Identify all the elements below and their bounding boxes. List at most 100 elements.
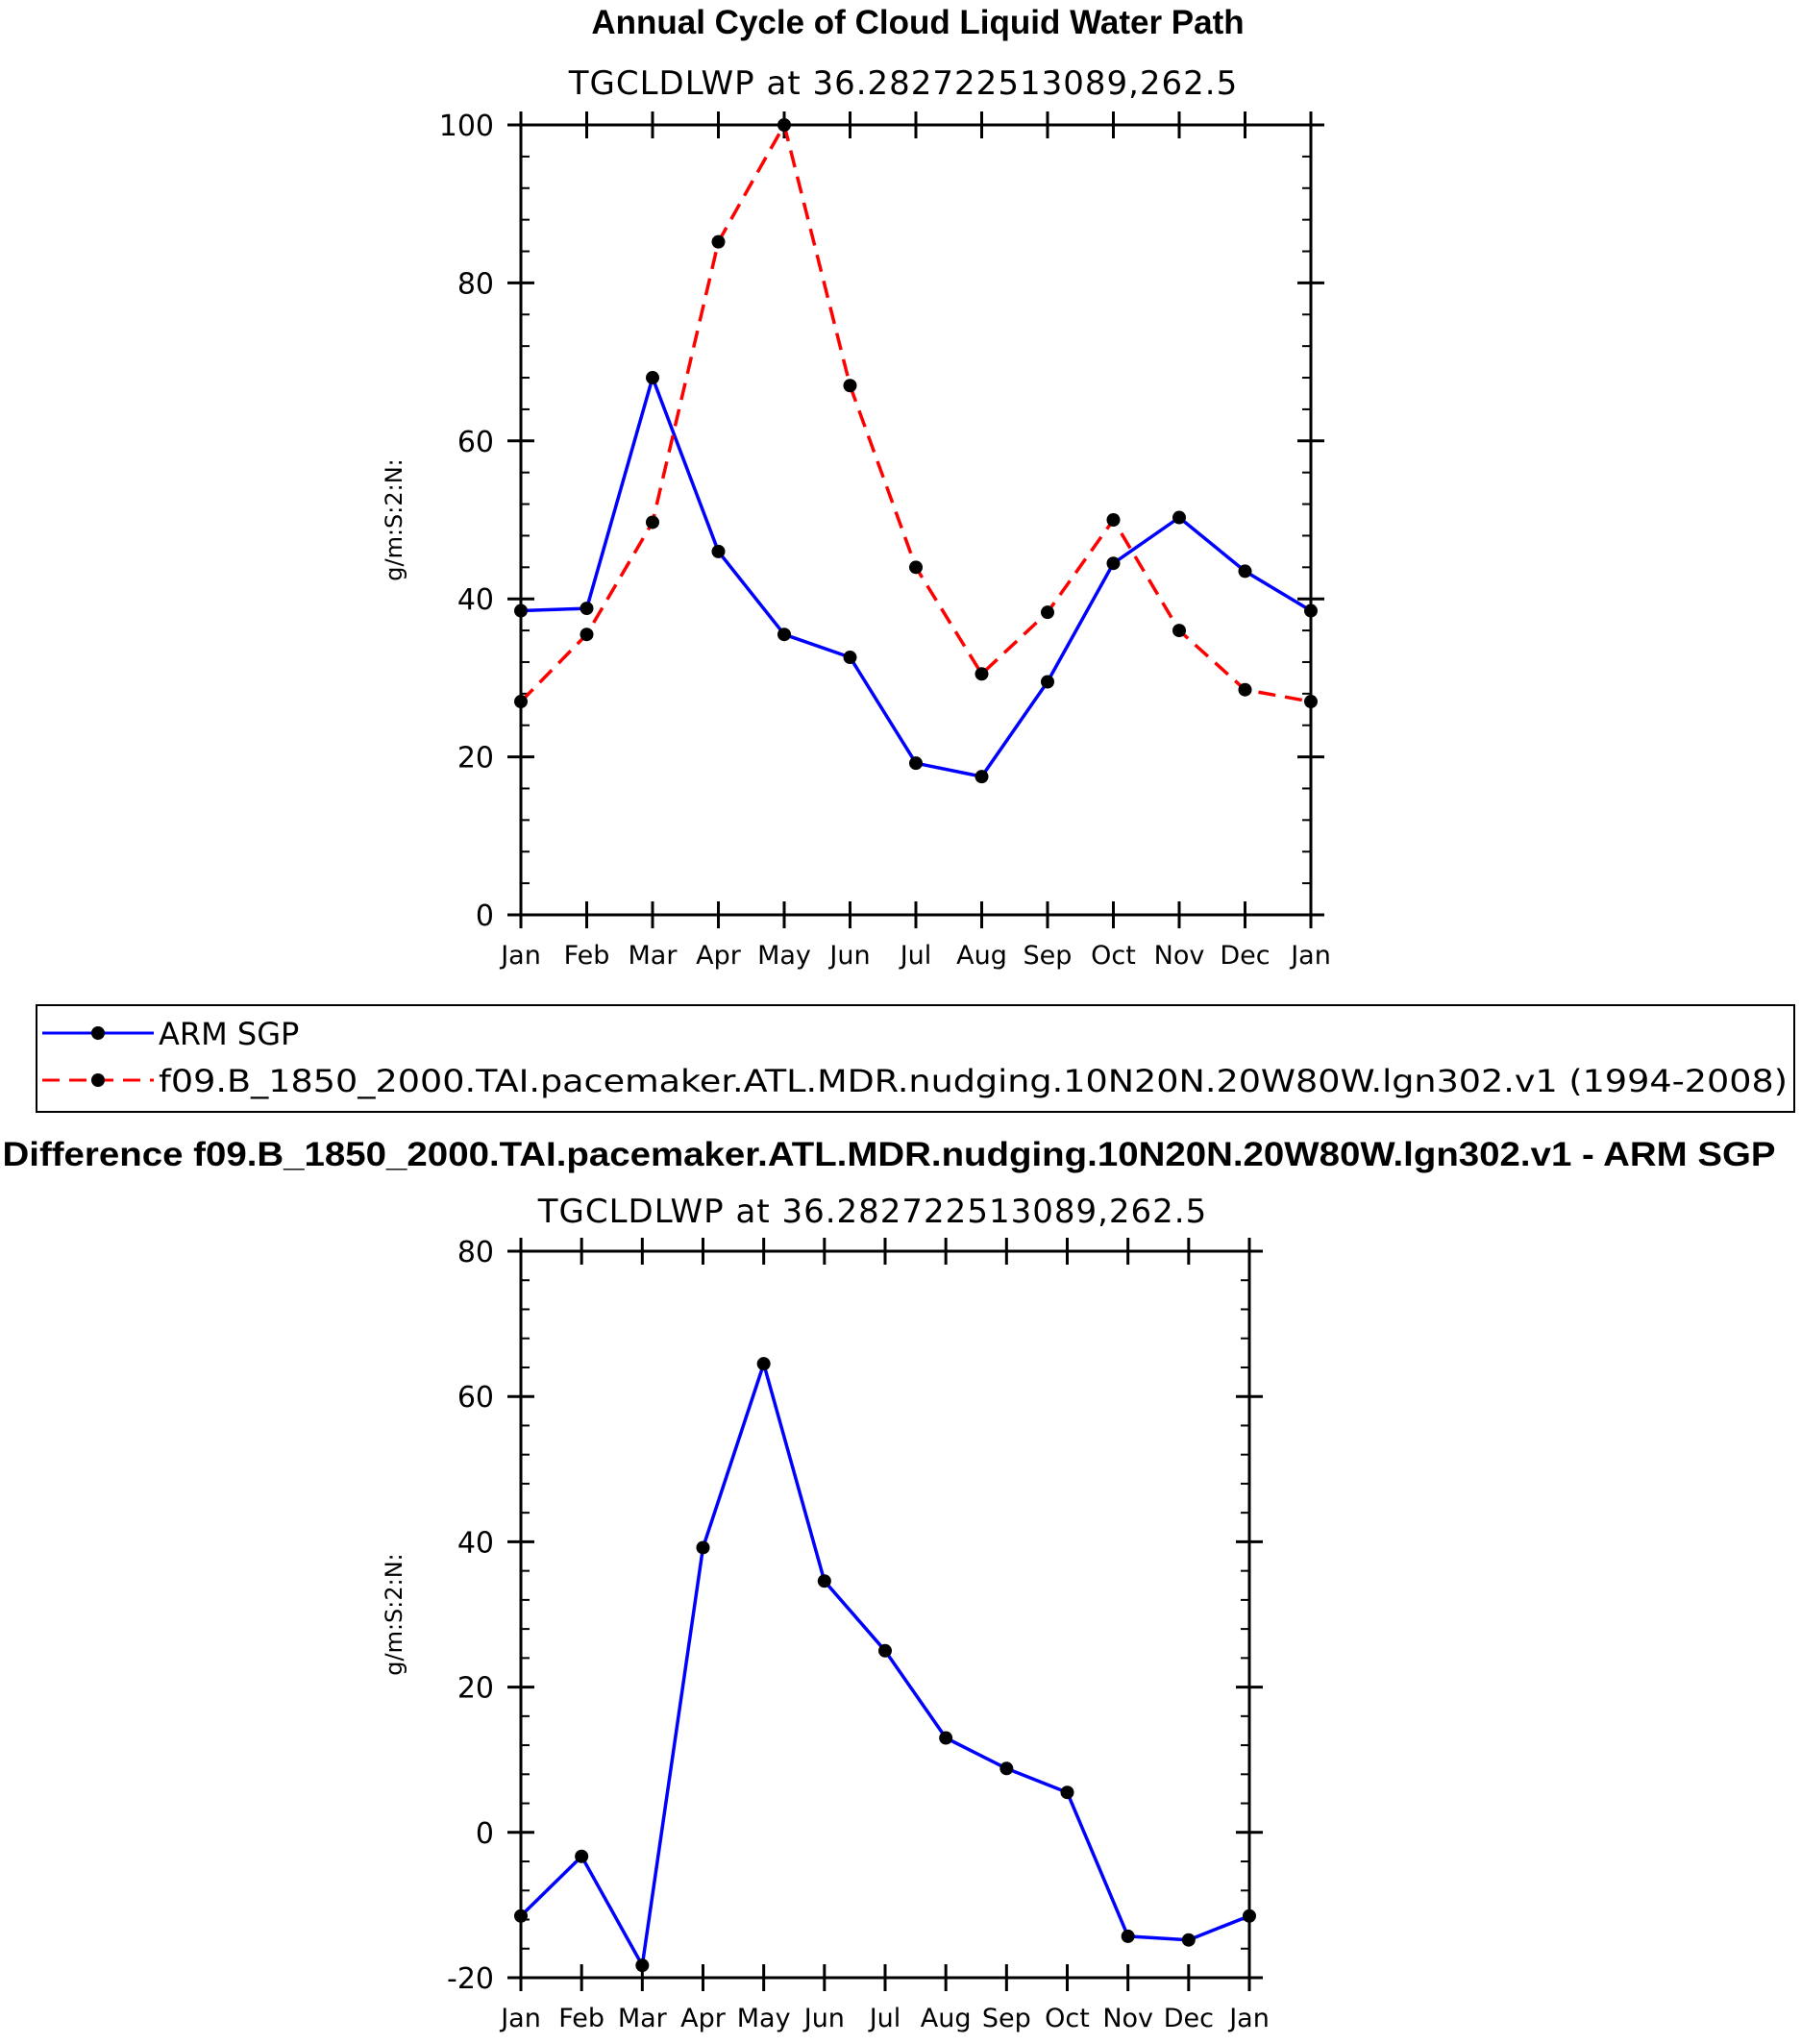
x-tick-label: Jun [827, 941, 870, 971]
y-tick-label: 100 [439, 110, 494, 143]
x-tick-label: Apr [696, 941, 742, 971]
legend-entry-model: f09.B_1850_2000.TAI.pacemaker.ATL.MDR.nu… [42, 1063, 1788, 1099]
y-tick-label: 0 [476, 1817, 494, 1851]
data-point [1238, 564, 1252, 579]
annual-cycle-chart: Annual Cycle of Cloud Liquid Water Path … [381, 4, 1331, 971]
data-point [1041, 605, 1054, 620]
x-tick-label: Jan [499, 941, 541, 971]
x-tick-label: Jan [499, 2004, 541, 2033]
x-tick-label: May [757, 941, 811, 971]
data-point [580, 628, 594, 642]
data-point [711, 544, 726, 558]
legend-label-model: f09.B_1850_2000.TAI.pacemaker.ATL.MDR.nu… [159, 1063, 1788, 1099]
data-point [777, 628, 791, 642]
chart-title: Difference f09.B_1850_2000.TAI.pacemaker… [3, 1136, 1776, 1173]
x-tick-label: Feb [558, 2004, 604, 2033]
series-group [514, 1357, 1256, 1973]
data-point [514, 603, 528, 618]
y-tick-labels: -20 0 20 40 60 80 [447, 1236, 494, 1996]
data-point [1106, 513, 1121, 527]
data-point [817, 1574, 831, 1588]
x-tick-label: Aug [921, 2004, 972, 2033]
y-tick-label: 20 [457, 1672, 494, 1706]
x-tick-label: Apr [680, 2004, 727, 2033]
x-tick-label: Mar [629, 941, 678, 971]
data-point [635, 1958, 650, 1973]
data-point [1106, 556, 1121, 571]
x-tick-label: Oct [1045, 2004, 1090, 2033]
data-point [975, 667, 989, 681]
y-tick-label: 80 [457, 1236, 494, 1269]
x-tick-label: Oct [1091, 941, 1136, 971]
series-line-1 [519, 123, 1312, 703]
chart-subtitle: TGCLDLWP at 36.282722513089,262.5 [568, 64, 1239, 103]
x-tick-label: Jul [899, 941, 932, 971]
x-tick-label: Dec [1164, 2004, 1214, 2033]
x-tick-label: Sep [982, 2004, 1031, 2033]
data-point [843, 379, 857, 393]
x-tick-label: Sep [1024, 941, 1073, 971]
legend-marker-model [91, 1073, 105, 1087]
legend-box [36, 1004, 1795, 1113]
series-line-0 [519, 1362, 1250, 1967]
legend: ARM SGP f09.B_1850_2000.TAI.pacemaker.AT… [36, 1004, 1795, 1113]
difference-chart: Difference f09.B_1850_2000.TAI.pacemaker… [3, 1136, 1776, 2033]
plot-frame [519, 123, 1313, 917]
x-tick-label: Nov [1154, 941, 1205, 971]
data-point [909, 560, 923, 575]
data-point [1243, 1909, 1256, 1923]
data-point [696, 1540, 710, 1555]
series-group [514, 118, 1318, 784]
y-tick-label: 20 [457, 742, 494, 776]
x-tick-label: Feb [564, 941, 610, 971]
x-tick-labels: Jan Feb Mar Apr May Jun Jul Aug Sep Oct Nov Dec Jan [499, 941, 1331, 971]
axis-ticks [507, 111, 1324, 928]
y-tick-labels: 0 20 40 60 80 100 [439, 110, 494, 933]
chart-title: Annual Cycle of Cloud Liquid Water Path [591, 4, 1244, 41]
data-point [1060, 1785, 1074, 1800]
y-tick-label: 60 [457, 1381, 494, 1415]
data-point [1304, 603, 1318, 618]
x-tick-label: Aug [956, 941, 1007, 971]
legend-marker-arm [91, 1026, 105, 1040]
data-point [514, 695, 528, 709]
plot-frame [519, 1249, 1251, 1980]
x-tick-label: Jun [802, 2004, 845, 2033]
x-tick-label: Jul [868, 2004, 901, 2033]
chart-subtitle: TGCLDLWP at 36.282722513089,262.5 [537, 1193, 1208, 1231]
data-point [843, 651, 857, 665]
y-tick-label: 60 [457, 426, 494, 459]
data-point [1172, 624, 1186, 638]
data-point [1238, 682, 1252, 697]
axis-ticks [507, 1238, 1263, 1991]
y-axis-title: g/m:S:2:N: [381, 1553, 407, 1676]
data-point [975, 770, 989, 784]
x-tick-label: Nov [1102, 2004, 1153, 2033]
series-line-0 [520, 376, 1312, 778]
data-point [646, 515, 659, 529]
data-point [756, 1357, 771, 1371]
data-point [1121, 1929, 1135, 1943]
y-tick-label: 40 [457, 583, 494, 617]
x-tick-label: May [737, 2004, 791, 2033]
data-point [777, 118, 791, 132]
data-point [909, 756, 923, 771]
y-tick-label: 80 [457, 267, 494, 301]
x-tick-label: Mar [618, 2004, 668, 2033]
data-point [711, 234, 726, 249]
x-tick-labels: Jan Feb Mar Apr May Jun Jul Aug Sep Oct Nov Dec Jan [499, 2004, 1270, 2033]
data-point [580, 602, 594, 616]
data-point [878, 1643, 892, 1658]
x-tick-label: Dec [1220, 941, 1270, 971]
x-tick-label: Jan [1227, 2004, 1270, 2033]
legend-label-arm: ARM SGP [159, 1016, 299, 1052]
data-point [646, 371, 659, 385]
data-point [575, 1849, 589, 1863]
data-point [1172, 510, 1186, 525]
y-tick-label: 0 [476, 899, 494, 933]
data-point [939, 1731, 953, 1745]
data-point [514, 1909, 528, 1923]
x-tick-label: Jan [1289, 941, 1331, 971]
y-axis-title: g/m:S:2:N: [381, 458, 407, 581]
